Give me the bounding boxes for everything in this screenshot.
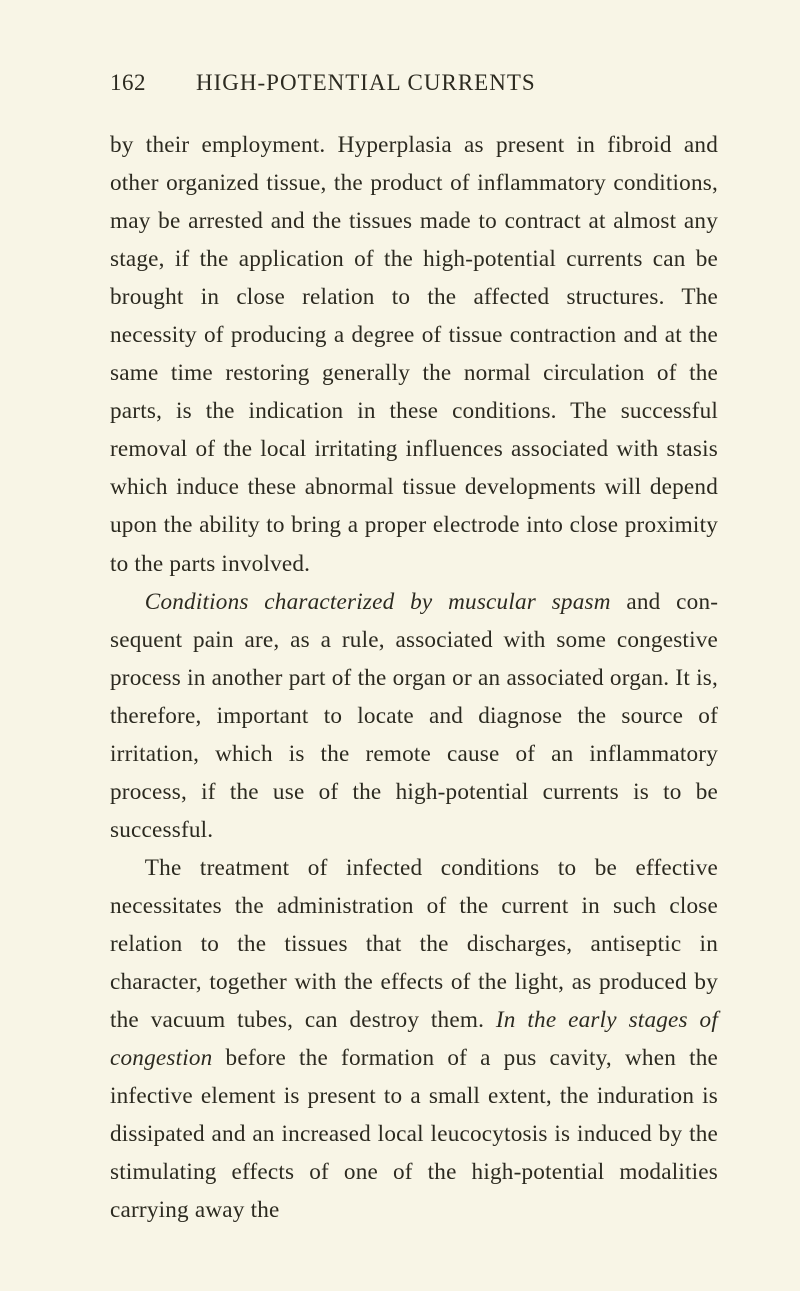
- paragraph: The treatment of infected conditions to …: [110, 849, 718, 1229]
- page-number: 162: [110, 70, 146, 96]
- paragraph: Conditions characterized by muscular spa…: [110, 583, 718, 849]
- text-span: by their employment. Hyperplasia as pres…: [110, 132, 718, 577]
- body-text: by their employment. Hyperplasia as pres…: [110, 126, 718, 1229]
- running-title: HIGH-POTENTIAL CURRENTS: [196, 70, 536, 96]
- paragraph: by their employment. Hyperplasia as pres…: [110, 126, 718, 583]
- text-span: before the formation of a pus cavity, wh…: [110, 1045, 718, 1223]
- page-header: 162 HIGH-POTENTIAL CURRENTS: [110, 70, 718, 96]
- page-container: 162 HIGH-POTENTIAL CURRENTS by their emp…: [0, 0, 800, 1291]
- italic-phrase: Conditions characterized by muscular spa…: [145, 589, 611, 615]
- text-span: and con­sequent pain are, as a rule, ass…: [110, 589, 718, 843]
